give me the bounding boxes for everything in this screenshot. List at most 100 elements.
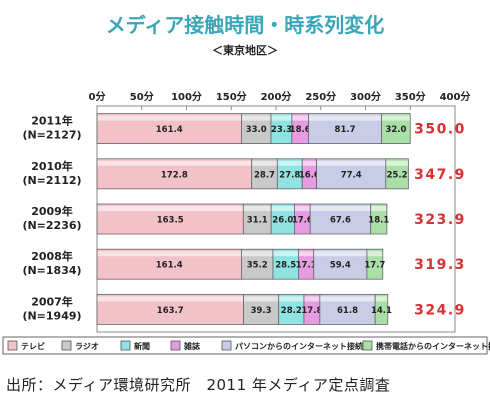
legend-label: ラジオ — [75, 342, 99, 351]
bar-highlight — [252, 160, 277, 166]
bar-segment — [370, 203, 388, 235]
bar-segment — [366, 248, 384, 280]
data-label: 77.4 — [341, 170, 362, 180]
x-tick-label: 200分 — [261, 90, 292, 103]
data-label: 35.2 — [247, 261, 268, 271]
bar-highlight — [241, 251, 273, 257]
data-label: 23.3 — [271, 125, 292, 135]
source-note: 出所：メディア環境研究所 2011 年メディア定点調査 — [6, 376, 391, 394]
x-tick-label: 300分 — [350, 90, 381, 103]
bar-highlight — [97, 206, 243, 211]
data-label: 28.2 — [281, 306, 302, 316]
bar-highlight — [277, 160, 302, 166]
category-label: 2007年 — [31, 294, 73, 308]
data-label: 17.6 — [292, 216, 313, 226]
legend-item: テレビ — [7, 340, 45, 351]
chart-title: メディア接触時間・時系列変化 — [106, 13, 385, 37]
bar-highlight — [382, 115, 410, 121]
bar-highlight — [320, 296, 375, 302]
legend-label: 携帯電話からのインターネット接続 — [376, 341, 490, 351]
legend-item: 新聞 — [120, 340, 150, 351]
legend-label: 雑誌 — [183, 341, 200, 351]
category-label: (N=2236) — [22, 219, 81, 232]
data-label: 32.0 — [385, 125, 406, 135]
bar-highlight — [97, 115, 241, 121]
bar-highlight — [97, 296, 244, 302]
data-label: 17.8 — [301, 306, 322, 316]
data-label: 67.6 — [330, 216, 351, 226]
bar-row: 2009年(N=2236) 163.5 31.1 26.017.6 67.6 18.1 32… — [22, 203, 464, 235]
bar-highlight — [294, 206, 310, 211]
bar-highlight — [241, 115, 271, 121]
data-label: 27.8 — [279, 170, 300, 180]
x-tick-label: 0分 — [89, 90, 106, 103]
x-tick-label: 350分 — [395, 90, 426, 103]
bar-highlight — [375, 296, 388, 302]
data-label: 18.1 — [368, 216, 389, 226]
data-label: 26.0 — [272, 216, 293, 226]
bar-highlight — [97, 160, 252, 166]
x-tick-label: 400分 — [440, 90, 471, 103]
bar-highlight — [279, 296, 304, 302]
total-label: 347.9 — [414, 167, 466, 183]
bar-highlight — [308, 115, 382, 121]
data-label: 161.4 — [156, 125, 183, 135]
bar-highlight — [273, 251, 298, 257]
data-label: 81.7 — [335, 125, 356, 135]
bar-row: 2008年(N=1834) 161.4 35.2 28.5 17.1 59.4 17.7 31… — [22, 248, 466, 280]
legend-label: テレビ — [21, 341, 45, 351]
category-label: 2009年 — [31, 204, 73, 218]
total-label: 324.9 — [414, 302, 466, 318]
x-tick-label: 100分 — [171, 90, 202, 103]
category-label: (N=2112) — [22, 174, 81, 187]
legend-label: パソコンからのインターネット接続 — [235, 341, 363, 351]
bar-highlight — [271, 115, 292, 121]
data-label: 28.5 — [275, 261, 296, 271]
bar-row: 2010年(N=2112) 172.8 28.7 27.816.0 77.4 25.2 34… — [22, 158, 466, 190]
data-label: 39.3 — [251, 306, 272, 316]
legend-item: パソコンからのインターネット接続 — [221, 340, 363, 351]
legend-swatch — [120, 340, 131, 351]
bar-highlight — [310, 206, 371, 211]
legend-swatch — [170, 340, 181, 351]
legend-swatch — [61, 340, 72, 351]
category-label: 2011年 — [31, 114, 73, 128]
category-label: 2008年 — [31, 249, 73, 263]
data-label: 25.2 — [387, 170, 408, 180]
data-label: 163.7 — [157, 306, 184, 316]
data-label: 31.1 — [247, 216, 268, 226]
data-label: 33.0 — [246, 125, 267, 135]
data-label: 172.8 — [161, 170, 188, 180]
legend-swatch — [7, 340, 18, 351]
total-label: 319.3 — [414, 257, 466, 273]
x-tick-label: 150分 — [216, 90, 247, 103]
x-tick-label: 50分 — [130, 90, 154, 103]
bar-highlight — [314, 251, 367, 257]
bar-highlight — [97, 251, 241, 257]
bar-highlight — [292, 115, 308, 121]
category-label: 2010年 — [31, 159, 73, 173]
data-label: 16.0 — [299, 170, 320, 180]
bar-highlight — [271, 206, 294, 211]
data-label: 18.6 — [290, 125, 311, 135]
legend-item: ラジオ — [61, 340, 99, 351]
data-label: 161.4 — [156, 261, 183, 271]
bar-highlight — [298, 251, 314, 257]
category-label: (N=1834) — [22, 264, 81, 277]
bar-highlight — [302, 160, 317, 166]
data-label: 14.1 — [371, 306, 392, 316]
bar-segment — [385, 158, 409, 190]
bar-highlight — [304, 296, 320, 302]
bar-row: 2011年(N=2127) 161.4 33.0 23.318.6 81.7 32.0 35… — [22, 113, 466, 144]
x-axis-ticks: 0分 50分 100分 150分 200分 250分 300分 350分 400分 — [89, 90, 471, 110]
data-label: 17.1 — [296, 261, 317, 271]
legend: テレビ ラジオ 新聞 雑誌 パソコンからのインターネット接続 携帯電話からのインターネット… — [2, 336, 490, 355]
data-label: 61.8 — [337, 306, 358, 316]
legend-swatch — [221, 340, 232, 351]
bar-highlight — [386, 160, 408, 166]
total-label: 350.0 — [414, 122, 466, 138]
bar-highlight — [371, 206, 387, 211]
bar-highlight — [317, 160, 386, 166]
bar-highlight — [367, 251, 383, 257]
